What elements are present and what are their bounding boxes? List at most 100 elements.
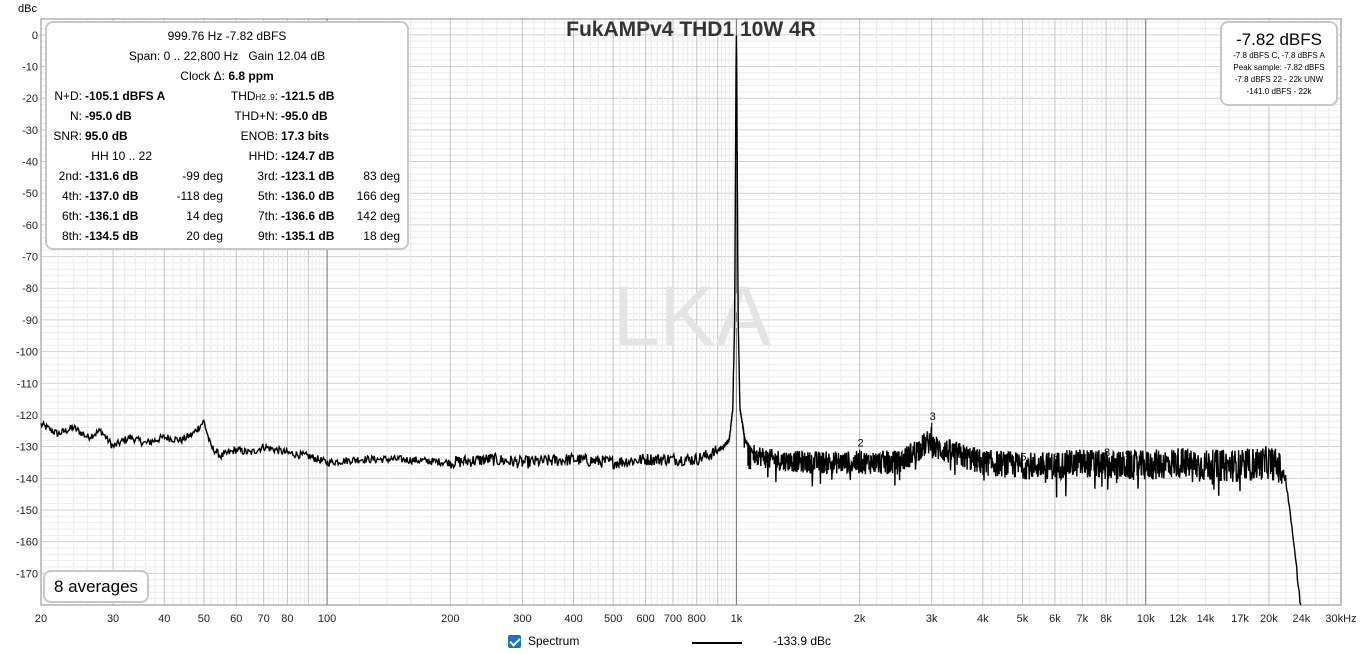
stat-value: -136.6 dB xyxy=(281,209,335,223)
x-tick-label: 20 xyxy=(35,613,47,625)
clock-readout: Clock Δ: 6.8 ppm xyxy=(47,69,407,83)
stat-label: 8th: xyxy=(61,229,82,243)
y-tick-label: -30 xyxy=(22,125,38,137)
stat-value: -121.5 dB xyxy=(281,89,335,103)
level-panel[interactable]: -7.82 dBFS -7.8 dBFS C, -7.8 dBFS A Peak… xyxy=(1220,21,1338,106)
clock-value: 6.8 ppm xyxy=(228,69,274,83)
x-tick-label: 30kHz xyxy=(1325,613,1356,625)
harmonic-marker-label: 6 xyxy=(1053,452,1059,464)
stat-phase: -99 deg xyxy=(182,169,223,183)
level-line: -141.0 dBFS - 22k xyxy=(1246,87,1312,96)
stat-value: 17.3 bits xyxy=(281,129,330,143)
x-tick-labels: 20 30 40 50 60 70 80 100 200 300 400 500 600 700 800 1k… xyxy=(35,613,1357,625)
level-main: -7.82 dBFS xyxy=(1236,30,1322,49)
span-value: 0 .. 22,800 Hz xyxy=(163,49,239,63)
y-tick-label: -130 xyxy=(16,442,38,454)
x-tick-label: 12k xyxy=(1169,613,1187,625)
harmonic-marker-label: 7 xyxy=(1080,454,1086,466)
y-tick-label: -70 xyxy=(22,252,38,264)
x-tick-label: 30 xyxy=(107,613,119,625)
x-tick-label: 400 xyxy=(564,613,582,625)
spectrum-trace xyxy=(40,35,1302,606)
harmonic-marker-label: 2 xyxy=(858,438,864,450)
x-tick-label: 70 xyxy=(258,613,270,625)
stat-label: 3rd: xyxy=(257,169,278,183)
stat-value: -105.1 dBFS A xyxy=(85,89,166,103)
chart-title: FukAMPv4 THD1 10W 4R xyxy=(566,18,816,41)
averages-badge[interactable]: 8 averages xyxy=(43,570,149,603)
x-tick-label: 100 xyxy=(318,613,336,625)
harmonic-marker-label: 5 xyxy=(1020,452,1026,464)
x-tick-label: 600 xyxy=(636,613,654,625)
spectrum-checkbox[interactable] xyxy=(508,635,521,648)
x-tick-label: 60 xyxy=(230,613,242,625)
harmonic-marker-label: 8 xyxy=(1104,447,1110,459)
stat-phase: 18 deg xyxy=(363,229,400,243)
stat-value: -137.0 dB xyxy=(85,189,139,203)
x-tick-label: 20k xyxy=(1260,613,1278,625)
stat-phase: 20 deg xyxy=(186,229,223,243)
stat-value: -136.1 dB xyxy=(85,209,139,223)
x-tick-label: 800 xyxy=(688,613,706,625)
y-tick-label: -20 xyxy=(22,93,38,105)
y-tick-label: -150 xyxy=(16,505,38,517)
stat-label: 2nd: xyxy=(58,169,82,183)
x-tick-label: 4k xyxy=(977,613,989,625)
x-tick-label: 5k xyxy=(1017,613,1029,625)
stat-phase: -118 deg xyxy=(176,189,223,203)
y-axis-label: dBc xyxy=(18,3,37,15)
stats-panel[interactable]: 999.76 Hz -7.82 dBFS Span: 0 .. 22,800 H… xyxy=(45,21,409,250)
y-tick-label: -60 xyxy=(22,220,38,232)
stat-value: -134.5 dB xyxy=(85,229,139,243)
stat-label: SNR: xyxy=(53,129,82,143)
stat-value: 95.0 dB xyxy=(85,129,128,143)
x-tick-label: 3k xyxy=(926,613,938,625)
freq-level-readout: 999.76 Hz -7.82 dBFS xyxy=(167,29,287,43)
x-tick-label: 500 xyxy=(604,613,622,625)
stat-label: ENOB: xyxy=(240,129,278,143)
stat-label-sub: H2..9 xyxy=(255,93,275,102)
stat-phase: 142 deg xyxy=(356,209,400,223)
level-line: -7.8 dBFS 22 - 22k UNW xyxy=(1234,75,1324,84)
axes xyxy=(40,18,1342,606)
span-gain-readout: Span: 0 .. 22,800 Hz Gain 12.04 dB xyxy=(47,49,407,63)
x-tick-label: 200 xyxy=(441,613,459,625)
clock-label: Clock Δ: xyxy=(180,69,225,83)
x-tick-label: 700 xyxy=(664,613,682,625)
x-tick-label: 17k xyxy=(1231,613,1249,625)
plot-frame xyxy=(40,18,1342,606)
y-tick-label: -120 xyxy=(16,410,38,422)
stat-label: THD+N: xyxy=(234,109,278,123)
y-tick-label: -80 xyxy=(22,283,38,295)
y-tick-labels: 0 -10 -20 -30 -40 -50 -60 -70 -80 -90 -100 -110 -120… xyxy=(16,30,38,580)
stat-label: 7th: xyxy=(257,209,278,223)
gain-value: 12.04 dB xyxy=(277,49,326,63)
stat-label: HH 10 .. 22 xyxy=(91,149,152,163)
y-tick-label: -100 xyxy=(16,347,38,359)
harmonic-marker-label: 4 xyxy=(981,455,987,467)
y-tick-label: -90 xyxy=(22,315,38,327)
y-tick-label: -110 xyxy=(17,378,38,390)
spectrum-checkbox-label[interactable]: Spectrum xyxy=(528,634,580,648)
stat-value: -135.1 dB xyxy=(281,229,335,243)
x-tick-label: 1k xyxy=(731,613,743,625)
x-tick-label: 8k xyxy=(1100,613,1112,625)
stat-value: -124.7 dB xyxy=(281,149,335,163)
y-tick-label: 0 xyxy=(32,30,38,42)
stat-phase: 166 deg xyxy=(356,189,400,203)
x-tick-label: 300 xyxy=(513,613,531,625)
x-tick-label: 80 xyxy=(281,613,293,625)
x-tick-label: 14k xyxy=(1197,613,1215,625)
level-line: -7.8 dBFS C, -7.8 dBFS A xyxy=(1233,51,1325,60)
x-tick-label: 40 xyxy=(158,613,170,625)
stat-label: 6th: xyxy=(61,209,82,223)
x-tick-label: 6k xyxy=(1049,613,1061,625)
y-tick-label: -40 xyxy=(22,157,38,169)
stat-value: -136.0 dB xyxy=(281,189,335,203)
stat-label: THDH2..9: xyxy=(230,89,278,103)
y-tick-label: -10 xyxy=(22,62,38,74)
harmonic-markers: 2 3 4 5 6 7 8 9 xyxy=(858,411,1131,475)
y-tick-label: -50 xyxy=(22,188,38,200)
stat-phase: 83 deg xyxy=(363,169,400,183)
legend-readout: -133.9 dBc xyxy=(773,634,832,648)
